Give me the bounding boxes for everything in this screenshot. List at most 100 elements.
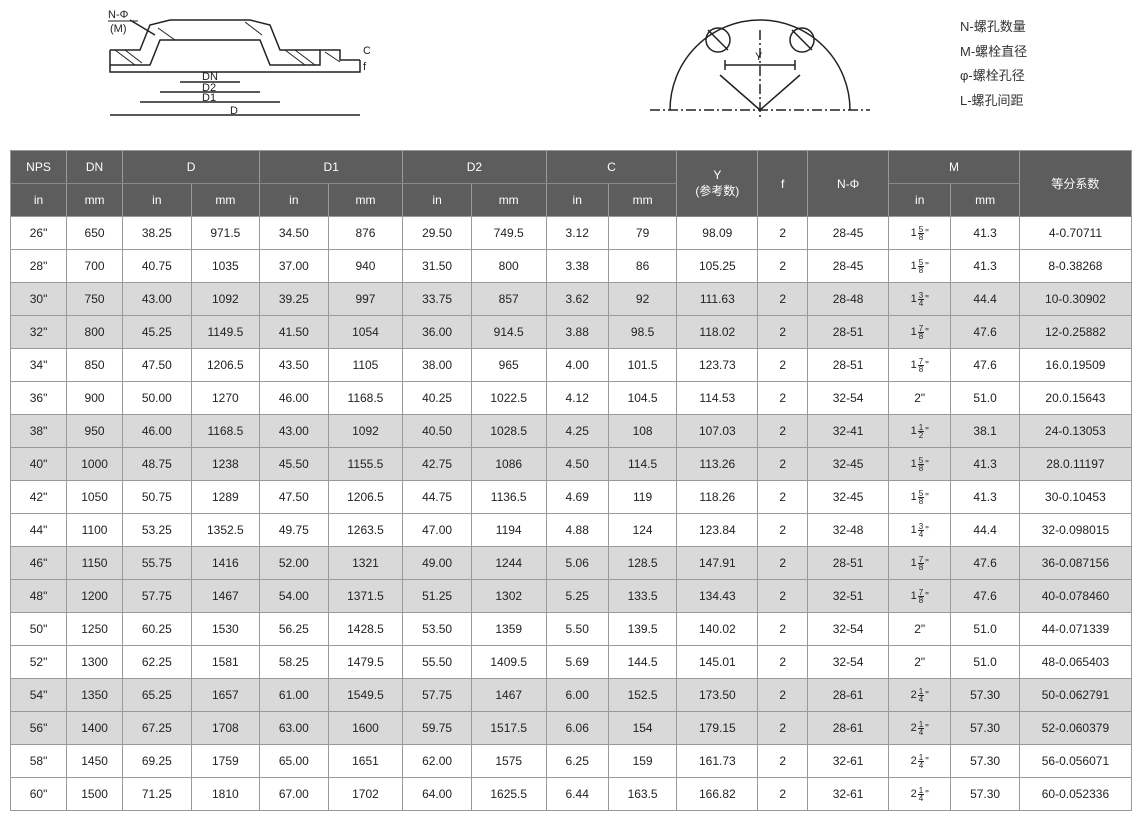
th-nps: NPS	[11, 151, 67, 184]
cell: 965	[471, 349, 546, 382]
cell: 32-54	[808, 613, 889, 646]
cell: 5.50	[546, 613, 608, 646]
cell: 51.0	[951, 382, 1020, 415]
cell: 134"	[889, 514, 951, 547]
cell: 1050	[67, 481, 123, 514]
cell: 161.73	[677, 745, 758, 778]
cell: 2	[758, 514, 808, 547]
cell: 57.30	[951, 778, 1020, 811]
cell: 214"	[889, 745, 951, 778]
table-row: 50"125060.25153056.251428.553.5013595.50…	[11, 613, 1132, 646]
cell: 1517.5	[471, 712, 546, 745]
cell: 1105	[328, 349, 403, 382]
cell: 32-51	[808, 580, 889, 613]
cell: 1022.5	[471, 382, 546, 415]
cell: 56"	[11, 712, 67, 745]
table-header: NPS DN D D1 D2 C Y (参考数) f N-Φ M 等分系数 in…	[11, 151, 1132, 217]
th-coef: 等分系数	[1019, 151, 1131, 217]
th-d2: D2	[403, 151, 546, 184]
cell: 1708	[191, 712, 260, 745]
cell: 64.00	[403, 778, 472, 811]
cell: 2"	[889, 613, 951, 646]
legend-n: N-螺孔数量	[960, 15, 1027, 40]
cell: 178"	[889, 316, 951, 349]
cell: 67.25	[123, 712, 192, 745]
cell: 57.75	[123, 580, 192, 613]
cell: 5.06	[546, 547, 608, 580]
cell: 12-0.25882	[1019, 316, 1131, 349]
cell: 1092	[191, 283, 260, 316]
cell: 45.50	[260, 448, 329, 481]
cell: 39.25	[260, 283, 329, 316]
cell: 1479.5	[328, 646, 403, 679]
cell: 47.00	[403, 514, 472, 547]
cell: 1270	[191, 382, 260, 415]
cell: 40.75	[123, 250, 192, 283]
cell: 1155.5	[328, 448, 403, 481]
legend-m: M-螺栓直径	[960, 40, 1027, 65]
cell: 1657	[191, 679, 260, 712]
cell: 32-61	[808, 778, 889, 811]
table-row: 48"120057.75146754.001371.551.2513025.25…	[11, 580, 1132, 613]
cell: 31.50	[403, 250, 472, 283]
label-y: Y	[755, 51, 763, 63]
cell: 1416	[191, 547, 260, 580]
cell: 1028.5	[471, 415, 546, 448]
cell: 1206.5	[328, 481, 403, 514]
cell: 36-0.087156	[1019, 547, 1131, 580]
cell: 750	[67, 283, 123, 316]
cell: 118.26	[677, 481, 758, 514]
cell: 54"	[11, 679, 67, 712]
cell: 3.62	[546, 283, 608, 316]
cell: 144.5	[608, 646, 677, 679]
cell: 52.00	[260, 547, 329, 580]
cell: 154	[608, 712, 677, 745]
cell: 114.5	[608, 448, 677, 481]
label-m: (M)	[110, 23, 127, 35]
cell: 159	[608, 745, 677, 778]
cell: 28-51	[808, 349, 889, 382]
cell: 158"	[889, 448, 951, 481]
cell: 55.50	[403, 646, 472, 679]
cell: 50-0.062791	[1019, 679, 1131, 712]
cell: 4-0.70711	[1019, 217, 1131, 250]
cell: 4.88	[546, 514, 608, 547]
cell: 1206.5	[191, 349, 260, 382]
cell: 47.6	[951, 316, 1020, 349]
cell: 98.09	[677, 217, 758, 250]
th-m-in: in	[889, 184, 951, 217]
cell: 59.75	[403, 712, 472, 745]
cell: 65.25	[123, 679, 192, 712]
cell: 65.00	[260, 745, 329, 778]
cell: 140.02	[677, 613, 758, 646]
cell: 69.25	[123, 745, 192, 778]
label-c: C	[363, 45, 370, 57]
cell: 1810	[191, 778, 260, 811]
cell: 28-61	[808, 712, 889, 745]
cell: 1200	[67, 580, 123, 613]
cell: 158"	[889, 481, 951, 514]
cell: 1575	[471, 745, 546, 778]
table-row: 58"145069.25175965.00165162.0015756.2515…	[11, 745, 1132, 778]
cell: 32"	[11, 316, 67, 349]
cell: 63.00	[260, 712, 329, 745]
cell: 178"	[889, 349, 951, 382]
cell: 28-51	[808, 547, 889, 580]
cell: 1400	[67, 712, 123, 745]
th-c: C	[546, 151, 677, 184]
th-d: D	[123, 151, 260, 184]
cell: 105.25	[677, 250, 758, 283]
label-f: f	[363, 61, 367, 73]
table-row: 56"140067.25170863.00160059.751517.56.06…	[11, 712, 1132, 745]
label-d: D	[230, 105, 238, 117]
cell: 1289	[191, 481, 260, 514]
cell: 8-0.38268	[1019, 250, 1131, 283]
cell: 2	[758, 580, 808, 613]
cell: 1530	[191, 613, 260, 646]
cell: 104.5	[608, 382, 677, 415]
cell: 49.75	[260, 514, 329, 547]
cell: 4.25	[546, 415, 608, 448]
cell: 34.50	[260, 217, 329, 250]
cell: 1149.5	[191, 316, 260, 349]
cell: 2	[758, 283, 808, 316]
